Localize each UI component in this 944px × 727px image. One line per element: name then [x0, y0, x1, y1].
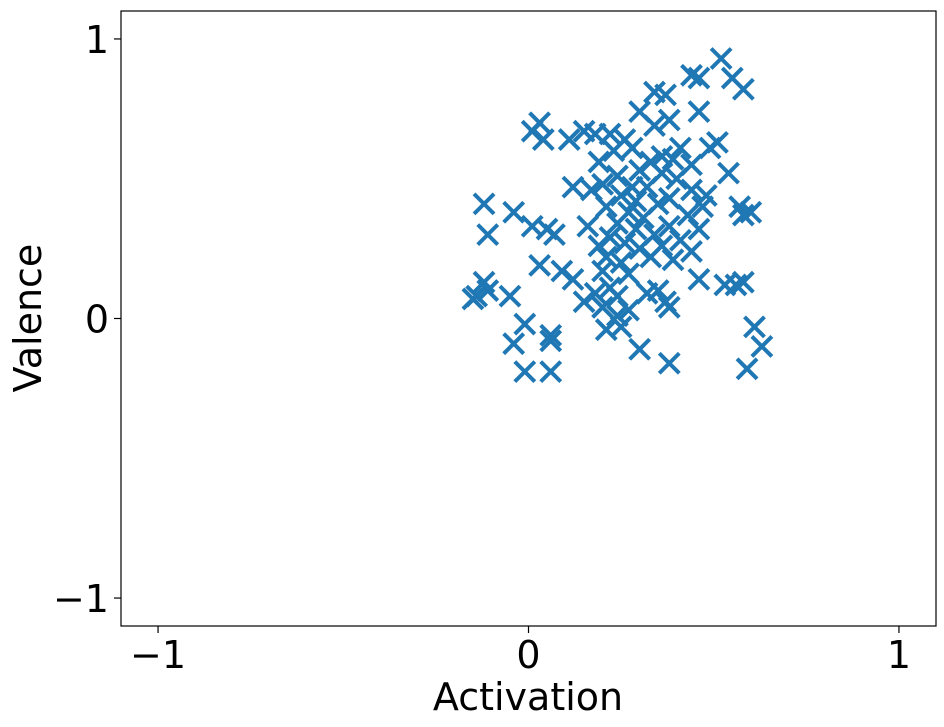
- data-point: [680, 239, 703, 263]
- data-point: [628, 158, 652, 182]
- plot-marks: [461, 47, 774, 384]
- y-tick-label: −1: [53, 577, 109, 621]
- data-point: [472, 192, 496, 216]
- data-point: [617, 298, 640, 322]
- data-point: [605, 164, 629, 188]
- data-point: [631, 206, 655, 230]
- data-point: [591, 172, 615, 196]
- data-point: [657, 351, 681, 375]
- data-point: [687, 267, 711, 291]
- data-point: [561, 267, 585, 291]
- data-point: [731, 270, 755, 294]
- data-point: [624, 217, 648, 241]
- data-point: [591, 259, 615, 283]
- data-point: [680, 178, 703, 202]
- data-point: [613, 231, 637, 255]
- data-point: [557, 128, 581, 152]
- data-point: [598, 122, 622, 146]
- data-point: [602, 139, 626, 163]
- data-point: [687, 217, 711, 241]
- data-point: [609, 315, 633, 339]
- data-point: [502, 332, 526, 356]
- data-point: [513, 360, 537, 384]
- data-point: [531, 128, 555, 152]
- data-point: [476, 223, 500, 247]
- data-point: [731, 203, 755, 227]
- data-point: [617, 262, 640, 286]
- data-point: [576, 214, 600, 238]
- data-point: [528, 253, 552, 277]
- data-point: [591, 295, 615, 319]
- x-tick-label: 1: [887, 633, 911, 677]
- data-point: [665, 167, 689, 191]
- data-point: [691, 195, 715, 219]
- data-point: [743, 315, 766, 339]
- data-point: [661, 248, 685, 272]
- data-point: [572, 290, 596, 314]
- data-point: [698, 136, 722, 160]
- data-point: [724, 273, 748, 297]
- data-point: [676, 203, 700, 227]
- data-point: [543, 223, 566, 247]
- y-tick-label: 1: [85, 18, 109, 62]
- data-point: [713, 273, 737, 297]
- data-point: [587, 234, 611, 258]
- data-point: [624, 189, 648, 213]
- data-point: [513, 312, 537, 336]
- y-axis-ticks: −1 0 1: [53, 18, 121, 621]
- data-point: [498, 284, 522, 308]
- y-tick-label: 0: [85, 298, 109, 342]
- data-point: [605, 284, 629, 308]
- data-point: [661, 147, 685, 171]
- data-point: [739, 200, 763, 224]
- data-point: [731, 77, 755, 101]
- data-point: [594, 195, 618, 219]
- data-point: [639, 245, 663, 269]
- data-point: [635, 175, 659, 199]
- y-axis-label: Valence: [6, 244, 50, 393]
- data-point: [561, 175, 585, 199]
- data-point: [605, 212, 629, 235]
- data-point: [643, 114, 666, 138]
- data-point: [668, 136, 692, 160]
- data-point: [594, 245, 618, 269]
- data-point: [461, 287, 485, 311]
- data-point: [502, 200, 526, 224]
- data-point: [657, 108, 681, 132]
- x-axis-label: Activation: [433, 675, 623, 719]
- x-tick-label: −1: [130, 633, 186, 677]
- data-point: [750, 335, 774, 358]
- data-point: [735, 357, 759, 381]
- data-point: [654, 83, 677, 107]
- data-point: [717, 161, 740, 185]
- data-point: [709, 47, 733, 70]
- data-point: [587, 150, 611, 174]
- data-point: [609, 251, 633, 275]
- data-point: [657, 295, 681, 319]
- data-point: [620, 136, 644, 160]
- data-point: [657, 214, 681, 238]
- data-point: [539, 360, 563, 384]
- data-point: [476, 279, 500, 302]
- data-point: [687, 66, 711, 90]
- data-point: [635, 281, 659, 305]
- data-point: [609, 184, 633, 207]
- data-point: [539, 323, 563, 347]
- data-point: [657, 186, 681, 210]
- x-tick-label: 0: [516, 633, 540, 677]
- data-point: [687, 100, 711, 124]
- data-point: [539, 329, 563, 353]
- data-point: [628, 337, 652, 361]
- x-axis-ticks: −1 0 1: [130, 626, 911, 677]
- data-point: [680, 63, 703, 87]
